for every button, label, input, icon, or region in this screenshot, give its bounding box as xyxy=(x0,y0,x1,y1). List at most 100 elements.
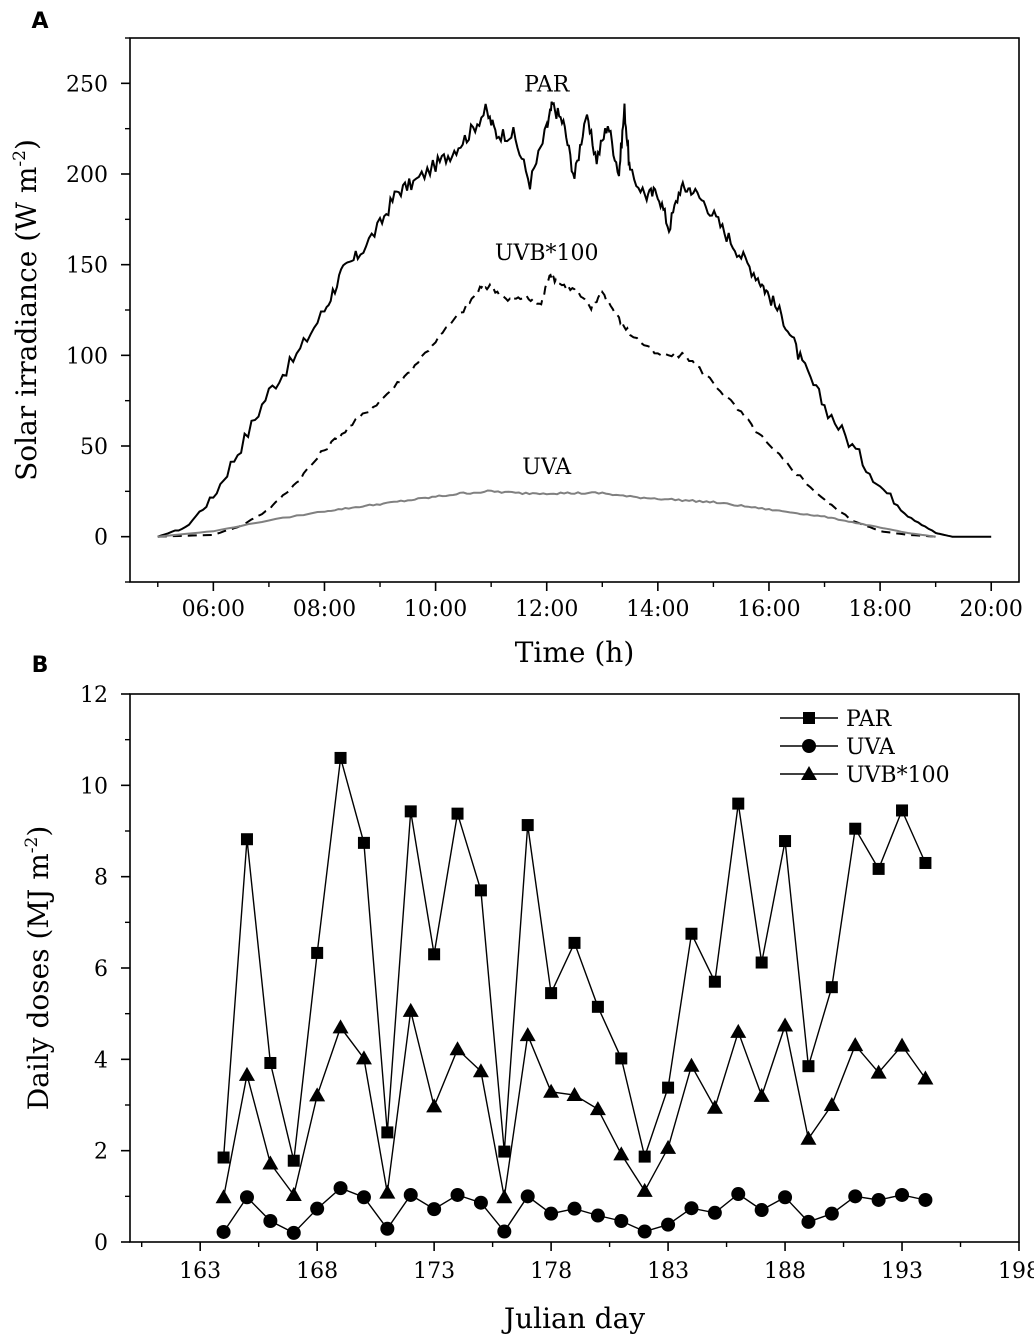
series-uva xyxy=(216,1181,933,1240)
marker-triangle xyxy=(449,1041,466,1056)
marker-circle xyxy=(918,1192,933,1207)
marker-square xyxy=(849,822,862,835)
y-tick-label: 10 xyxy=(80,774,108,799)
x-tick-label: 188 xyxy=(764,1259,806,1284)
marker-circle xyxy=(637,1224,652,1239)
marker-circle xyxy=(239,1190,254,1205)
marker-triangle xyxy=(566,1086,583,1101)
marker-circle xyxy=(380,1221,395,1236)
marker-square xyxy=(451,807,464,820)
marker-circle xyxy=(450,1187,465,1202)
marker-circle xyxy=(427,1202,442,1217)
marker-circle xyxy=(707,1205,722,1220)
marker-circle xyxy=(778,1190,793,1205)
marker-square xyxy=(474,884,487,897)
marker-square xyxy=(825,981,838,994)
x-tick-label: 168 xyxy=(296,1259,338,1284)
marker-triangle xyxy=(823,1097,840,1111)
marker-circle xyxy=(567,1201,582,1216)
marker-triangle xyxy=(332,1019,349,1034)
marker-circle xyxy=(754,1203,769,1218)
marker-square xyxy=(919,856,932,869)
x-tick-label: 08:00 xyxy=(293,597,356,622)
marker-circle xyxy=(802,739,816,753)
x-tick-label: 06:00 xyxy=(182,597,245,622)
marker-circle xyxy=(333,1181,348,1196)
marker-circle xyxy=(590,1208,605,1223)
x-tick-label: 18:00 xyxy=(848,597,911,622)
x-tick-label: 10:00 xyxy=(404,597,467,622)
panel-a: A 06:00 08:00 10:00 12:00 14:00 16:00 18:00 20:0… xyxy=(10,9,1023,669)
y-axis-label: Daily doses (MJ m-2) xyxy=(22,826,55,1111)
plot-frame xyxy=(129,37,1020,583)
marker-square xyxy=(662,1081,675,1094)
marker-circle xyxy=(356,1190,371,1205)
marker-circle xyxy=(403,1187,418,1202)
marker-square xyxy=(638,1150,651,1163)
y-tick-label: 4 xyxy=(94,1048,108,1073)
marker-triangle xyxy=(613,1146,630,1161)
legend: PAR UVA UVB*100 xyxy=(780,707,950,788)
marker-square xyxy=(568,936,581,949)
marker-square xyxy=(521,819,534,832)
y-tick-label: 0 xyxy=(94,1231,108,1256)
marker-triangle xyxy=(777,1017,794,1032)
x-tick-label: 183 xyxy=(647,1259,689,1284)
y-tick-label: 0 xyxy=(94,526,108,551)
x-tick-label: 193 xyxy=(881,1259,923,1284)
marker-triangle xyxy=(379,1184,396,1199)
marker-triangle xyxy=(589,1101,606,1116)
y-tick-label: 8 xyxy=(94,866,108,891)
series-line-uva xyxy=(157,489,936,538)
marker-circle xyxy=(216,1224,231,1239)
marker-circle xyxy=(310,1201,325,1216)
y-tick-label: 250 xyxy=(66,72,108,97)
marker-square xyxy=(591,1000,604,1013)
marker-square xyxy=(217,1151,230,1164)
marker-triangle xyxy=(894,1037,911,1052)
legend-label: PAR xyxy=(846,707,893,732)
marker-triangle xyxy=(543,1083,560,1098)
marker-triangle xyxy=(309,1087,326,1102)
marker-square xyxy=(872,862,885,875)
marker-triangle xyxy=(519,1027,536,1042)
x-tick-label: 198 xyxy=(998,1259,1034,1284)
marker-triangle xyxy=(660,1139,677,1154)
y-tick-label: 12 xyxy=(80,683,108,708)
y-tick-label: 200 xyxy=(66,163,108,188)
y-tick-label: 100 xyxy=(66,344,108,369)
series-par xyxy=(217,751,932,1167)
marker-circle xyxy=(871,1192,886,1207)
marker-triangle xyxy=(355,1050,372,1065)
series-annotation: UVB*100 xyxy=(495,241,599,266)
series-line xyxy=(222,1010,926,1198)
marker-triangle xyxy=(730,1023,747,1038)
y-tick-label: 150 xyxy=(66,254,108,279)
marker-square xyxy=(802,1060,815,1073)
marker-triangle xyxy=(285,1186,302,1201)
marker-circle xyxy=(286,1225,301,1240)
x-tick-label: 173 xyxy=(413,1259,455,1284)
marker-circle xyxy=(497,1224,512,1239)
marker-circle xyxy=(263,1213,278,1228)
marker-triangle xyxy=(847,1037,864,1052)
y-tick-label: 2 xyxy=(94,1140,108,1165)
series-line-par xyxy=(157,101,992,538)
marker-triangle xyxy=(636,1182,653,1197)
marker-square xyxy=(755,956,768,969)
marker-square xyxy=(334,751,347,764)
marker-triangle xyxy=(706,1099,723,1114)
marker-circle xyxy=(661,1217,676,1232)
marker-square xyxy=(779,835,792,848)
marker-square xyxy=(545,987,558,1000)
marker-triangle xyxy=(917,1070,934,1085)
marker-square xyxy=(240,833,253,846)
series-annotation: PAR xyxy=(524,72,571,97)
marker-square xyxy=(732,797,745,810)
marker-square xyxy=(428,948,441,961)
series-line-uvb-100 xyxy=(157,271,936,538)
marker-square xyxy=(615,1052,628,1065)
marker-square xyxy=(264,1056,277,1069)
series-uvb-100 xyxy=(215,1002,934,1204)
